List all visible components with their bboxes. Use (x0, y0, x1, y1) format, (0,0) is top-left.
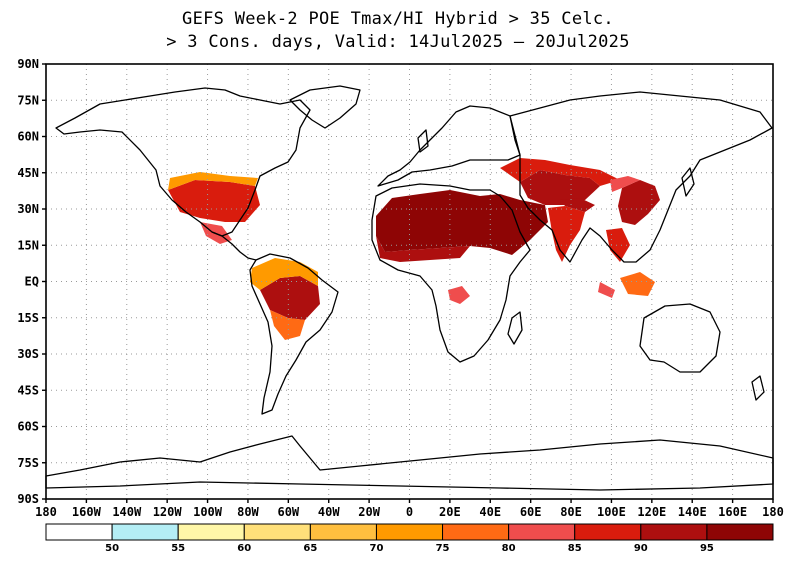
colorbar-label: 85 (568, 543, 582, 554)
lat-tick-label: 45N (17, 166, 39, 180)
colorbar-swatch (706, 523, 774, 541)
shading-central-africa (448, 286, 470, 304)
lon-tick-label: 140W (112, 505, 142, 519)
lat-tick-label: 60S (17, 420, 39, 434)
lon-tick-label: 120E (637, 505, 666, 519)
colorbar-swatch (309, 523, 377, 541)
coast-north-america (55, 87, 311, 237)
longitude-ticks: 180 160W 140W 120W 100W 80W 60W 40W 20W 0 20E 40E 60… (35, 499, 784, 519)
lat-tick-label: 45S (17, 383, 39, 397)
lon-tick-label: 40W (318, 505, 340, 519)
lon-tick-label: 180 (762, 505, 784, 519)
lon-tick-label: 80W (237, 505, 259, 519)
lon-tick-label: 40E (479, 505, 501, 519)
coast-uk (417, 129, 429, 153)
colorbar-swatch (640, 523, 708, 541)
lon-tick-label: 140E (678, 505, 707, 519)
colorbar-label: 65 (303, 543, 317, 554)
map-plot-area (45, 63, 774, 500)
lon-tick-label: 120W (153, 505, 183, 519)
lat-tick-label: 15N (17, 238, 39, 252)
lat-tick-label: 75N (17, 93, 39, 107)
map-title-line-2: > 3 Cons. days, Valid: 14Jul2025 – 20Jul… (166, 32, 630, 52)
lon-tick-label: 100W (193, 505, 223, 519)
lon-tick-label: 80E (560, 505, 582, 519)
colorbar-label: 75 (436, 543, 450, 554)
coast-madagascar (507, 311, 523, 345)
coast-greenland (289, 85, 361, 129)
shading-india (548, 206, 585, 262)
colorbar-label: 50 (105, 543, 119, 554)
lon-tick-label: 160W (72, 505, 102, 519)
shading-sahara (376, 190, 548, 255)
lon-tick-label: 20E (439, 505, 461, 519)
shading-us-plains (168, 172, 258, 190)
map-title-line-1: GEFS Week-2 POE Tmax/HI Hybrid > 35 Celc… (182, 9, 614, 29)
lat-tick-label: 75S (17, 456, 39, 470)
lon-tick-label: 180 (35, 505, 57, 519)
coast-new-zealand (751, 375, 765, 401)
lat-tick-label: 60N (17, 130, 39, 144)
shading-se-asia (606, 228, 630, 262)
coast-japan (681, 167, 695, 197)
shading-indonesia (598, 282, 615, 298)
coast-antarctica (45, 435, 774, 491)
shading-us-south (168, 180, 260, 222)
colorbar-swatch (45, 523, 113, 541)
lat-tick-label: EQ (25, 275, 39, 289)
lat-tick-label: 90S (17, 492, 39, 506)
coastlines (45, 85, 774, 491)
lon-tick-label: 100E (597, 505, 626, 519)
lon-tick-label: 60W (277, 505, 299, 519)
coast-central-america (211, 231, 257, 261)
colorbar-swatch (442, 523, 510, 541)
shading-china-edge (610, 176, 640, 192)
lat-tick-label: 15S (17, 311, 39, 325)
colorbar-swatch (177, 523, 245, 541)
colorbar-swatch (111, 523, 179, 541)
coast-south-america (249, 253, 339, 415)
colorbar-label: 80 (502, 543, 516, 554)
lon-tick-label: 20W (358, 505, 380, 519)
shading-middle-east (520, 170, 600, 205)
colorbar-label: 60 (237, 543, 251, 554)
colorbar: 50 55 60 65 70 75 80 85 90 95 (45, 523, 774, 554)
lat-tick-label: 30N (17, 202, 39, 216)
shading-china (618, 180, 660, 225)
shading-sahara-edge (376, 236, 470, 262)
lon-tick-label: 0 (406, 505, 413, 519)
latitude-ticks: 90N 75N 60N 45N 30N 15N EQ 15S 30S 45S 60S 75S 90S (17, 57, 46, 506)
lat-tick-label: 90N (17, 57, 39, 71)
lat-tick-label: 30S (17, 347, 39, 361)
lon-tick-label: 60E (520, 505, 542, 519)
coast-africa (371, 183, 531, 363)
colorbar-label: 70 (369, 543, 383, 554)
coast-asia (509, 91, 773, 263)
colorbar-swatch (508, 523, 576, 541)
colorbar-swatch (243, 523, 311, 541)
lon-tick-label: 160E (718, 505, 747, 519)
shading-south-america-south (270, 310, 305, 340)
colorbar-label: 95 (700, 543, 714, 554)
colorbar-label: 90 (634, 543, 648, 554)
shading-central-asia (500, 158, 620, 186)
colorbar-swatch (574, 523, 642, 541)
shading-borneo (620, 272, 655, 296)
colorbar-swatch (375, 523, 444, 541)
colorbar-label: 55 (171, 543, 185, 554)
coast-australia (639, 303, 721, 373)
shading-amazon (260, 276, 320, 320)
